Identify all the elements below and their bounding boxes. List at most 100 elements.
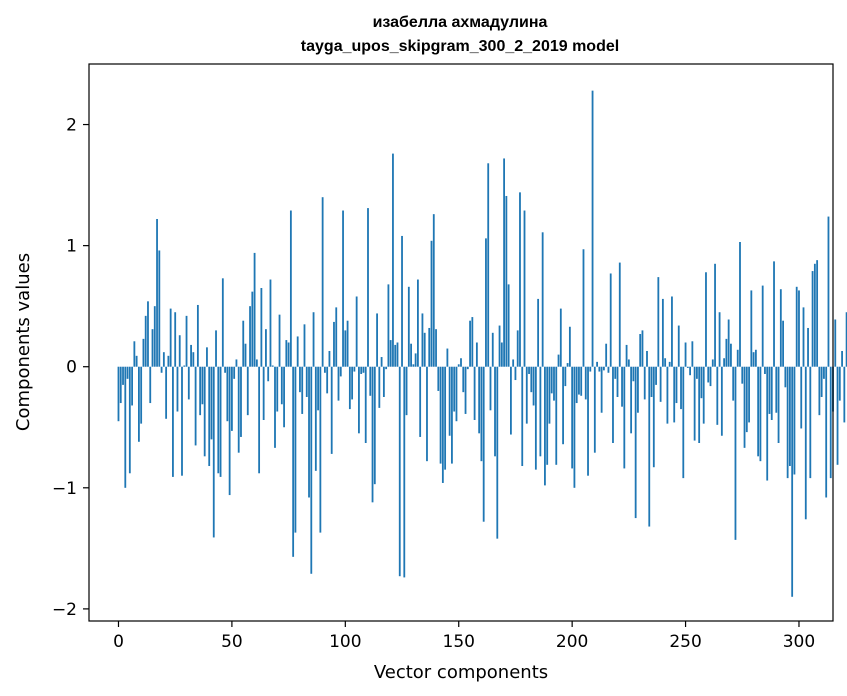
- bar: [795, 286, 798, 367]
- bar: [426, 366, 428, 462]
- bar: [278, 314, 281, 367]
- bar: [757, 366, 760, 457]
- bar: [813, 263, 816, 367]
- bar: [616, 366, 619, 397]
- bar: [305, 366, 308, 397]
- bar: [317, 366, 319, 411]
- bar: [342, 210, 344, 367]
- bar: [324, 366, 326, 373]
- bar: [494, 366, 496, 457]
- bar: [190, 344, 192, 367]
- bar: [675, 366, 678, 404]
- bar: [668, 361, 671, 367]
- bar: [841, 350, 843, 367]
- bar: [260, 288, 263, 367]
- bar: [680, 366, 682, 410]
- bar: [564, 366, 567, 387]
- bar: [539, 366, 542, 457]
- bar: [428, 327, 431, 367]
- bar: [149, 366, 152, 404]
- bar: [555, 366, 558, 465]
- bar: [521, 366, 524, 467]
- bar: [657, 277, 660, 367]
- bar: [392, 153, 394, 367]
- bar: [183, 365, 186, 367]
- bar: [237, 366, 240, 453]
- bar: [696, 366, 698, 379]
- bar: [646, 350, 648, 367]
- bar: [358, 366, 360, 434]
- bar: [310, 366, 313, 574]
- bar: [131, 366, 133, 406]
- bar: [580, 366, 583, 396]
- bar: [337, 366, 340, 401]
- bar: [534, 366, 537, 470]
- bar: [759, 366, 762, 462]
- bar: [838, 366, 841, 401]
- bar: [786, 366, 789, 479]
- bar: [119, 366, 122, 404]
- bar: [156, 218, 158, 367]
- bar: [151, 329, 154, 367]
- bar: [360, 366, 363, 374]
- y-tick-label: 2: [66, 116, 77, 136]
- x-tick-label: 50: [221, 632, 243, 652]
- bar: [544, 366, 546, 486]
- bar: [319, 366, 322, 533]
- bar: [575, 366, 578, 404]
- bar: [487, 163, 490, 367]
- bar: [816, 260, 819, 367]
- bar: [691, 341, 694, 367]
- bar: [661, 298, 664, 367]
- bar: [265, 329, 267, 367]
- bar: [591, 90, 594, 367]
- y-tick-label: 1: [66, 237, 77, 257]
- bar: [593, 366, 596, 453]
- bar: [789, 366, 791, 467]
- bar: [185, 315, 188, 367]
- bar: [296, 336, 299, 367]
- bar: [845, 312, 847, 367]
- bar: [228, 366, 231, 496]
- bar: [603, 366, 605, 371]
- bar: [553, 366, 555, 401]
- bar: [498, 325, 501, 367]
- bar: [770, 366, 773, 420]
- bar: [353, 366, 356, 372]
- bar: [410, 343, 412, 367]
- y-axis-label: Components values: [13, 253, 34, 431]
- bar: [287, 342, 290, 367]
- bar: [618, 262, 621, 367]
- bar: [705, 272, 707, 367]
- bar: [367, 208, 369, 367]
- bar: [299, 366, 301, 393]
- bar: [627, 359, 630, 367]
- bar: [330, 366, 333, 454]
- bar: [607, 366, 610, 373]
- bar: [768, 366, 771, 414]
- bar: [249, 306, 251, 367]
- bar: [373, 366, 376, 485]
- bar: [584, 366, 587, 400]
- bar: [562, 366, 564, 445]
- bar: [194, 366, 197, 446]
- bar: [169, 308, 172, 367]
- bar: [510, 366, 512, 435]
- bar: [500, 342, 503, 367]
- bar: [748, 366, 750, 423]
- bar: [775, 366, 778, 413]
- bar: [723, 358, 726, 367]
- bar: [328, 350, 331, 367]
- bar: [532, 366, 535, 406]
- bar: [210, 366, 213, 440]
- bar: [671, 296, 673, 367]
- bar: [589, 366, 592, 372]
- bar: [466, 366, 469, 370]
- bar: [734, 366, 737, 540]
- bar: [133, 341, 136, 367]
- bar: [142, 338, 145, 367]
- bar: [289, 210, 292, 367]
- bar: [269, 279, 272, 367]
- x-axis-ticks: 0 50 100 150 200 250 300: [113, 621, 815, 652]
